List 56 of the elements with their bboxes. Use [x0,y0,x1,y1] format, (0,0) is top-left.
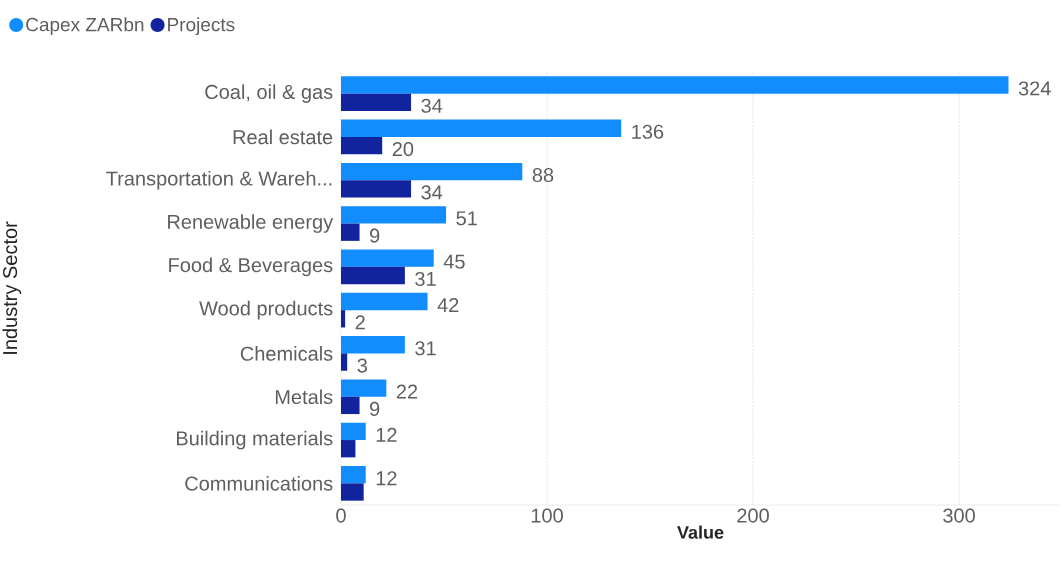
y-tick-label: Chemicals [240,346,333,361]
bar [341,379,387,397]
data-label: 22 [396,384,418,399]
data-label: 3 [357,358,367,373]
data-label: 20 [392,142,414,157]
bar [341,336,405,354]
y-tick-label: Wood products [199,300,333,320]
x-tick-label: 0 [336,508,346,523]
bar [341,440,356,458]
data-label: 9 [370,228,380,243]
y-tick-label: Building materials [177,430,333,450]
bar [341,249,434,267]
bar [341,422,366,441]
data-label: 34 [421,185,443,200]
bar [341,310,346,328]
bar [341,483,364,501]
data-label: 51 [456,211,477,226]
x-axis-title: Value [677,525,724,539]
bar [341,206,447,224]
bar [341,266,405,285]
data-label: 31 [415,341,436,356]
bar [341,119,622,137]
x-tick-label: 100 [531,508,563,523]
data-label: 42 [437,297,459,312]
data-label: 12 [376,427,397,442]
data-label: 45 [443,254,465,269]
bar [341,162,523,181]
bar [341,396,360,415]
bar [341,180,412,198]
data-label: 2 [355,315,365,330]
bar [341,223,360,241]
legend-label: Projects [168,17,235,36]
y-tick-label: Metals [275,389,333,405]
y-axis-title: Industry Sector [2,221,22,354]
y-tick-label: Renewable energy [168,214,334,233]
legend-label: Capex ZARbn [26,17,144,36]
bar [341,93,412,111]
x-tick-label: 200 [737,508,769,523]
y-tick-label: Food & Beverages [169,257,333,277]
data-label: 34 [421,98,443,113]
data-label: 31 [415,271,436,287]
data-label: 9 [370,401,380,416]
data-label: 12 [376,471,397,486]
y-tick-label: Real estate [233,129,333,145]
y-tick-label: Coal, oil & gas [205,84,333,103]
bar [341,353,348,371]
x-tick-label: 300 [943,508,975,523]
bar [341,136,383,155]
bar [341,466,366,484]
bar [341,292,428,311]
data-label: 136 [632,124,664,139]
y-tick-label: Transportation & Wareh... [106,170,332,190]
data-label: 88 [532,167,554,183]
bar [341,76,1009,94]
data-label: 324 [1018,81,1051,96]
y-tick-label: Communications [185,476,333,491]
